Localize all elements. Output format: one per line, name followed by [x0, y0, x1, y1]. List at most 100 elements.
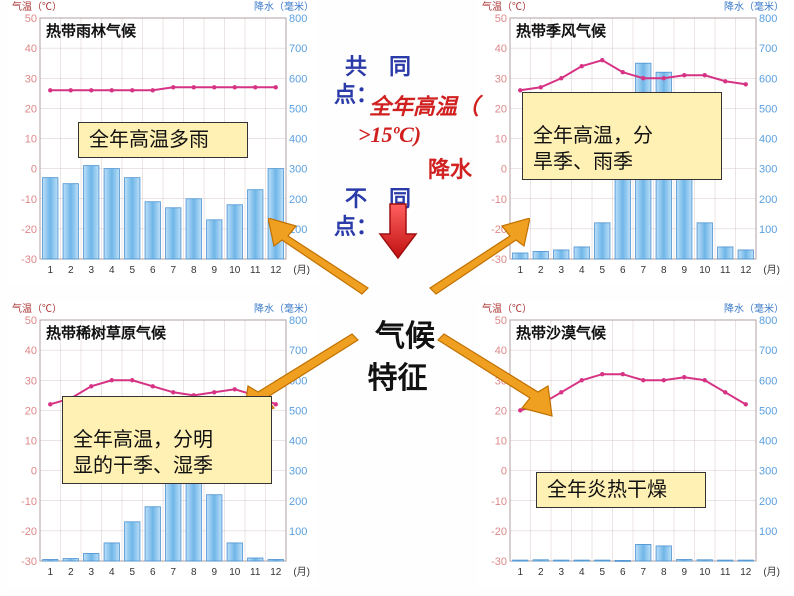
center-diff-value: 降水 — [428, 156, 472, 185]
svg-text:降水（毫米）: 降水（毫米） — [724, 302, 784, 315]
svg-text:50: 50 — [25, 315, 37, 327]
svg-text:热带雨林气候: 热带雨林气候 — [46, 22, 137, 40]
svg-text:50: 50 — [495, 315, 507, 327]
svg-text:10: 10 — [25, 134, 37, 146]
svg-text:-10: -10 — [491, 496, 507, 508]
arrow-to-tr — [420, 218, 530, 298]
svg-text:6: 6 — [150, 567, 156, 578]
svg-text:-10: -10 — [21, 496, 37, 508]
svg-text:11: 11 — [250, 265, 261, 276]
svg-text:4: 4 — [579, 567, 585, 578]
svg-text:热带季风气候: 热带季风气候 — [516, 22, 607, 40]
svg-text:40: 40 — [495, 43, 507, 55]
svg-text:3: 3 — [558, 567, 564, 578]
svg-text:7: 7 — [640, 567, 646, 578]
svg-text:300: 300 — [289, 466, 307, 478]
svg-text:20: 20 — [25, 103, 37, 115]
svg-text:100: 100 — [759, 526, 777, 538]
svg-text:400: 400 — [759, 134, 777, 146]
svg-text:6: 6 — [620, 567, 626, 578]
svg-text:200: 200 — [759, 194, 777, 206]
svg-text:热带稀树草原气候: 热带稀树草原气候 — [46, 324, 167, 342]
svg-text:30: 30 — [25, 375, 37, 387]
svg-text:2: 2 — [68, 567, 74, 578]
summary-rainforest: 全年高温多雨 — [78, 122, 248, 158]
svg-text:(月): (月) — [293, 566, 310, 578]
svg-text:11: 11 — [720, 567, 731, 578]
svg-text:50: 50 — [495, 13, 507, 25]
svg-text:5: 5 — [599, 567, 605, 578]
svg-text:600: 600 — [289, 73, 307, 85]
svg-text:800: 800 — [759, 315, 777, 327]
svg-text:0: 0 — [31, 466, 37, 478]
svg-text:400: 400 — [759, 436, 777, 448]
svg-text:12: 12 — [740, 265, 752, 276]
svg-text:8: 8 — [191, 567, 197, 578]
svg-text:10: 10 — [495, 436, 507, 448]
svg-text:10: 10 — [25, 436, 37, 448]
center-main-title-text: 气候 特征 — [368, 320, 436, 395]
svg-text:200: 200 — [759, 496, 777, 508]
svg-text:降水（毫米）: 降水（毫米） — [254, 0, 314, 13]
down-arrow-icon — [378, 202, 418, 262]
svg-text:3: 3 — [88, 567, 94, 578]
svg-text:5: 5 — [129, 567, 135, 578]
svg-text:800: 800 — [759, 13, 777, 25]
svg-text:-20: -20 — [491, 526, 507, 538]
center-common-value: 全年高温（ >15ºC) — [358, 64, 479, 150]
svg-text:6: 6 — [150, 265, 156, 276]
svg-text:8: 8 — [191, 265, 197, 276]
svg-text:0: 0 — [31, 164, 37, 176]
svg-text:9: 9 — [681, 265, 687, 276]
svg-text:7: 7 — [170, 265, 176, 276]
svg-text:40: 40 — [25, 345, 37, 357]
svg-text:7: 7 — [170, 567, 176, 578]
svg-text:0: 0 — [501, 164, 507, 176]
center-diff-value-text: 降水 — [428, 157, 472, 182]
svg-text:4: 4 — [579, 265, 585, 276]
svg-text:2: 2 — [68, 265, 74, 276]
svg-text:100: 100 — [759, 224, 777, 236]
svg-text:气温（℃）: 气温（℃） — [482, 302, 532, 315]
svg-text:30: 30 — [495, 73, 507, 85]
svg-text:100: 100 — [289, 526, 307, 538]
svg-text:0: 0 — [501, 466, 507, 478]
svg-text:(月): (月) — [763, 264, 780, 276]
svg-text:5: 5 — [599, 265, 605, 276]
svg-text:800: 800 — [289, 13, 307, 25]
svg-text:500: 500 — [289, 103, 307, 115]
svg-text:300: 300 — [289, 164, 307, 176]
svg-text:50: 50 — [25, 13, 37, 25]
svg-text:-20: -20 — [21, 224, 37, 236]
svg-text:600: 600 — [759, 73, 777, 85]
svg-text:2: 2 — [538, 265, 544, 276]
svg-text:气温（℃）: 气温（℃） — [12, 302, 62, 315]
summary-text: 全年高温多雨 — [89, 129, 209, 151]
svg-text:降水（毫米）: 降水（毫米） — [254, 302, 314, 315]
svg-text:200: 200 — [289, 496, 307, 508]
svg-text:8: 8 — [661, 567, 667, 578]
svg-text:8: 8 — [661, 265, 667, 276]
svg-text:10: 10 — [699, 567, 711, 578]
svg-text:200: 200 — [289, 194, 307, 206]
svg-text:9: 9 — [681, 567, 687, 578]
svg-text:-30: -30 — [491, 556, 507, 568]
svg-text:500: 500 — [759, 103, 777, 115]
svg-text:气温（℃）: 气温（℃） — [12, 0, 62, 13]
svg-text:600: 600 — [759, 375, 777, 387]
summary-text: 全年高温，分 旱季、雨季 — [533, 125, 653, 173]
svg-text:10: 10 — [699, 265, 711, 276]
svg-text:40: 40 — [25, 43, 37, 55]
svg-text:3: 3 — [558, 265, 564, 276]
svg-text:300: 300 — [759, 466, 777, 478]
summary-savanna: 全年高温，分明 显的干季、湿季 — [62, 396, 272, 484]
svg-text:12: 12 — [740, 567, 752, 578]
svg-text:20: 20 — [495, 103, 507, 115]
svg-text:9: 9 — [211, 265, 217, 276]
svg-text:4: 4 — [109, 265, 115, 276]
svg-text:1: 1 — [47, 567, 53, 578]
svg-text:气温（℃）: 气温（℃） — [482, 0, 532, 13]
svg-text:9: 9 — [211, 567, 217, 578]
summary-desert: 全年炎热干燥 — [536, 472, 706, 508]
svg-text:11: 11 — [720, 265, 731, 276]
